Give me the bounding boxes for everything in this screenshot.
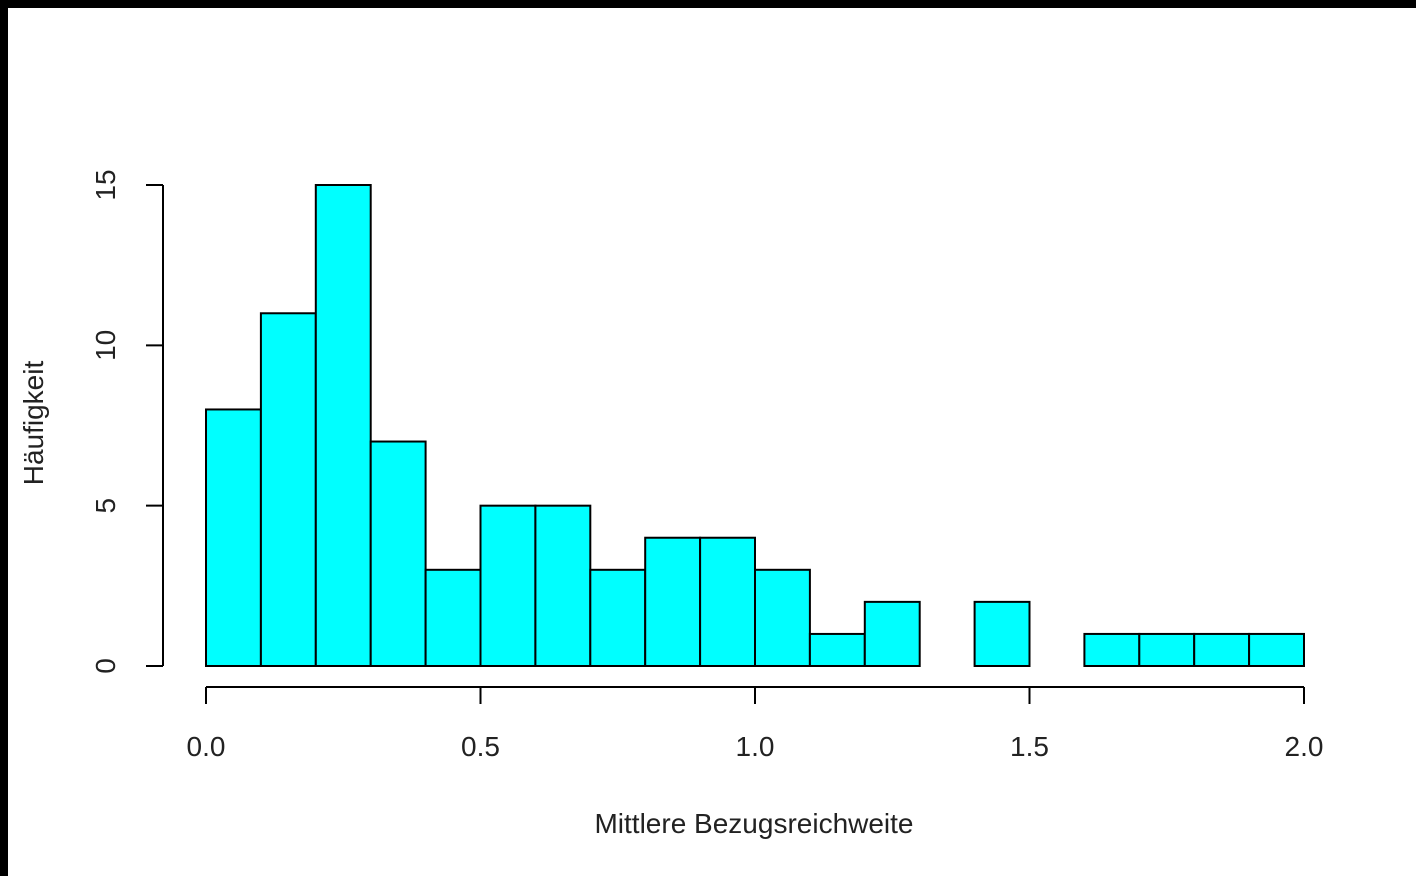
y-tick-label: 15 <box>90 169 121 200</box>
histogram-bar <box>1193 632 1251 668</box>
histogram-bar <box>369 440 427 667</box>
histogram-bar <box>534 504 592 667</box>
histogram-bar <box>424 568 482 667</box>
y-tick-label: 10 <box>90 330 121 361</box>
histogram-bar <box>644 536 702 667</box>
bars-group <box>205 184 1305 668</box>
x-tick-label: 0.0 <box>187 731 226 762</box>
x-tick-label: 0.5 <box>461 731 500 762</box>
histogram-bar <box>205 408 262 667</box>
histogram-bar <box>863 600 921 667</box>
y-tick-label: 0 <box>90 658 121 674</box>
x-tick-label: 1.0 <box>736 731 775 762</box>
y-axis-title: Häufigkeit <box>18 361 49 486</box>
histogram-bar <box>754 568 811 667</box>
y-tick-label: 5 <box>90 498 121 514</box>
histogram-bar <box>1138 632 1196 668</box>
histogram-bar <box>808 632 866 668</box>
histogram-bar <box>1248 632 1305 668</box>
histogram-bar <box>479 504 537 667</box>
x-tick-label: 2.0 <box>1285 731 1324 762</box>
y-axis: 0 5 10 15 <box>90 169 164 674</box>
histogram-bar <box>314 184 372 667</box>
x-axis: 0.0 0.5 1.0 1.5 2.0 <box>187 686 1324 762</box>
histogram-bar <box>589 568 647 667</box>
histogram-bar <box>259 312 317 667</box>
histogram-bar <box>699 536 756 667</box>
histogram-bar <box>1083 632 1141 668</box>
histogram-bar <box>973 600 1031 667</box>
x-axis-title: Mittlere Bezugsreichweite <box>594 808 913 839</box>
x-tick-label: 1.5 <box>1010 731 1049 762</box>
